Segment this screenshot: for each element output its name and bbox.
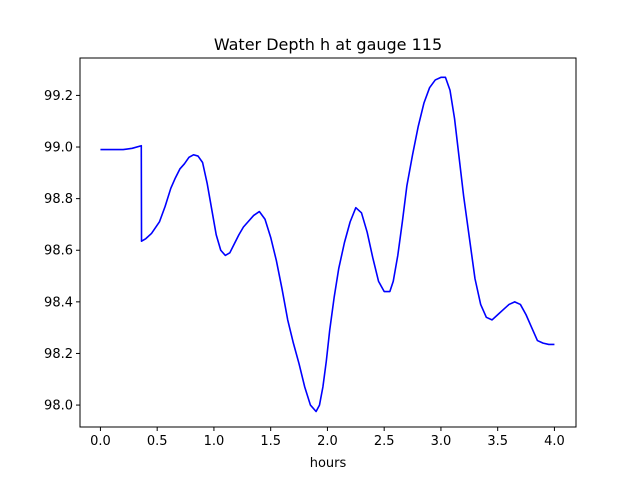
series-line-0 (100, 76, 555, 413)
series-layer (100, 76, 555, 413)
plot-frame (79, 57, 577, 428)
x-tick-label: 2.0 (317, 434, 338, 449)
x-tick-label: 2.5 (374, 434, 395, 449)
x-axis-ticks: 0.0 0.5 1.0 1.5 2.0 2.5 3.0 3.5 4.0 (90, 427, 565, 449)
x-tick-label: 0.0 (90, 434, 111, 449)
x-tick-label: 0.5 (147, 434, 168, 449)
y-axis-ticks: 98.0 98.2 98.4 98.6 98.8 99.0 99.2 (44, 89, 80, 414)
x-tick-label: 3.0 (431, 434, 452, 449)
x-tick-label: 1.5 (260, 434, 281, 449)
y-tick-label: 98.4 (44, 295, 73, 310)
y-tick-label: 98.6 (44, 244, 73, 259)
x-tick-label: 1.0 (204, 434, 225, 449)
y-tick-label: 98.0 (44, 399, 73, 414)
y-tick-label: 99.2 (44, 89, 73, 104)
y-tick-label: 98.8 (44, 192, 73, 207)
y-tick-label: 99.0 (44, 141, 73, 156)
x-axis-label: hours (310, 456, 347, 471)
y-tick-label: 98.2 (44, 347, 73, 362)
chart-title: Water Depth h at gauge 115 (214, 35, 442, 54)
x-tick-label: 3.5 (487, 434, 508, 449)
x-tick-label: 4.0 (544, 434, 565, 449)
